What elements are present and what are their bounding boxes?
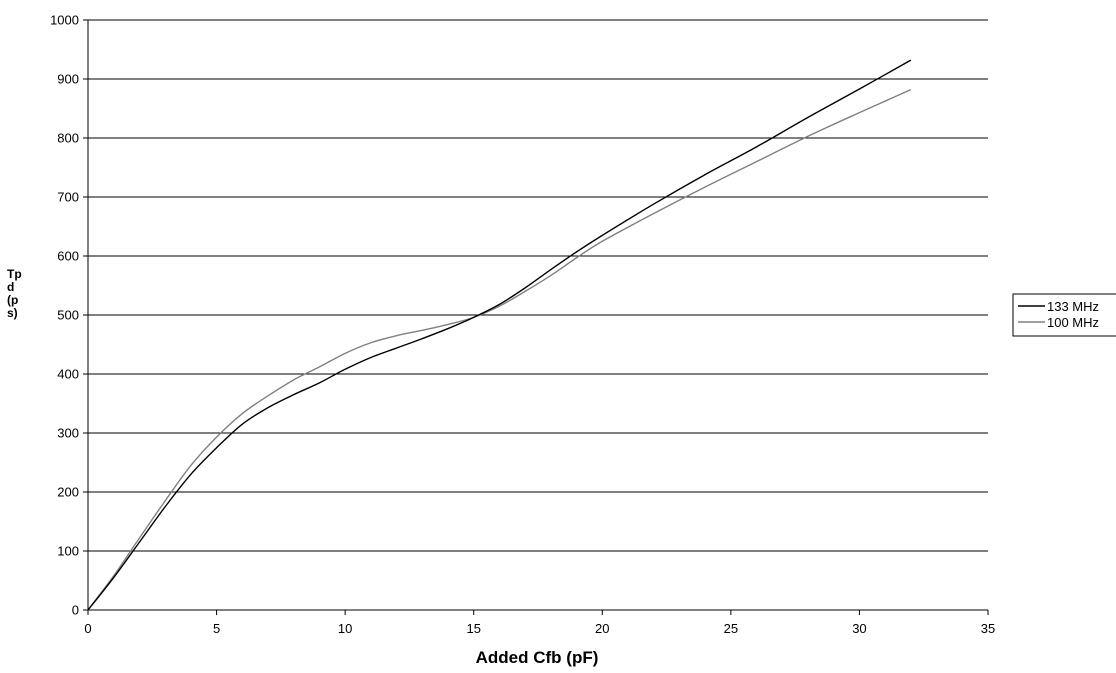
series-lines [87, 59, 912, 611]
x-tick-label: 15 [466, 621, 480, 636]
legend-box [1012, 293, 1116, 337]
legend-label: 100 MHz [1047, 315, 1099, 330]
y-tick-label: 900 [57, 72, 79, 87]
x-tick-label: 20 [595, 621, 609, 636]
y-tick-label: 800 [57, 131, 79, 146]
y-tick-label: 600 [57, 249, 79, 264]
x-tick-label: 10 [338, 621, 352, 636]
x-tick-label: 30 [852, 621, 866, 636]
y-axis-title-line: d [7, 280, 14, 294]
y-tick-label: 200 [57, 485, 79, 500]
x-tick-label: 0 [84, 621, 91, 636]
y-tick-label: 100 [57, 544, 79, 559]
series-line-100-mhz [87, 88, 912, 611]
x-tick-label: 35 [981, 621, 995, 636]
y-tick-label: 400 [57, 367, 79, 382]
y-tick-label: 300 [57, 426, 79, 441]
x-tick-label: 5 [213, 621, 220, 636]
y-axis-title-line: s) [7, 306, 18, 320]
y-tick-label: 1000 [50, 13, 79, 28]
gridlines [88, 19, 988, 552]
y-axis-title: Tpd(ps) [7, 267, 22, 320]
y-axis-title-line: (p [7, 293, 18, 307]
axes [83, 19, 989, 615]
legend-label: 133 MHz [1047, 299, 1099, 314]
x-axis-title: Added Cfb (pF) [476, 648, 599, 667]
series-line-133-mhz [87, 59, 912, 611]
y-tick-label: 700 [57, 190, 79, 205]
x-tick-label: 25 [724, 621, 738, 636]
y-tick-labels: 0 100 200 300 400 500 600 700 800 900 1000 [50, 13, 79, 618]
y-tick-label: 0 [72, 603, 79, 618]
x-tick-labels: 0 5 10 15 20 25 30 35 [84, 621, 995, 636]
y-axis-title-line: Tp [7, 267, 22, 281]
y-tick-label: 500 [57, 308, 79, 323]
